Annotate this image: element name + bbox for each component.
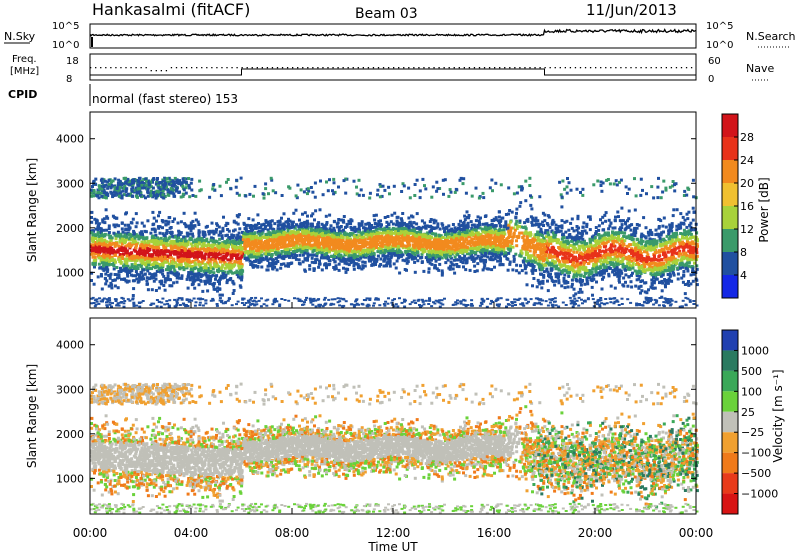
colorbar-swatch [722, 206, 738, 229]
colorbar-swatch [722, 350, 738, 371]
colorbar-tick-label: 25 [741, 406, 755, 419]
colorbar-swatch [722, 370, 738, 392]
colorbar-tick-label: 12 [740, 223, 754, 236]
colorbar-tick-label: 20 [740, 177, 754, 190]
y-tick-label: 4000 [56, 339, 84, 352]
colorbar-swatch [722, 275, 738, 298]
noise-left-tick-bottom: 10^0 [52, 40, 79, 51]
cpid-program: normal (fast stereo) 153 [92, 92, 238, 106]
y-tick-label: 2000 [56, 428, 84, 441]
colorbar-swatch [722, 452, 738, 474]
nave-tick-top: 60 [708, 56, 721, 67]
colorbar-swatch [722, 183, 738, 206]
beam-title: Beam 03 [355, 6, 418, 22]
y-tick-label: 3000 [56, 177, 84, 190]
colorbar-swatch [722, 229, 738, 252]
power-colorbar-label: Power [dB] [757, 177, 771, 242]
colorbar-tick-label: 16 [740, 200, 754, 213]
colorbar-tick-label: 100 [741, 385, 762, 398]
power-ylabel: Slant Range [km] [25, 158, 39, 262]
colorbar-tick-label: −100 [741, 447, 771, 460]
colorbar-tick-label: 500 [741, 365, 762, 378]
freq-label-line1: Freq. [12, 54, 37, 65]
colorbar-tick-label: 24 [740, 154, 754, 167]
y-tick-label: 3000 [56, 383, 84, 396]
colorbar-swatch [722, 411, 738, 433]
noise-right-tick-top: 10^5 [706, 21, 733, 32]
nave-tick-bottom: 0 [708, 74, 714, 85]
noise-left-tick-top: 10^5 [52, 21, 79, 32]
y-tick-label: 4000 [56, 133, 84, 146]
x-tick-label: 00:00 [679, 526, 714, 540]
velocity-y-ticks: 1000 2000 3000 4000 [56, 339, 696, 485]
y-tick-label: 2000 [56, 222, 84, 235]
station-title: Hankasalmi (fitACF) [92, 0, 250, 19]
x-tick-label: 16:00 [477, 526, 512, 540]
noise-trace [89, 28, 697, 47]
noise-right-label: N.Search [746, 30, 796, 43]
x-axis-label: Time UT [367, 540, 418, 554]
x-tick-label: 00:00 [73, 526, 108, 540]
colorbar-swatch [722, 114, 738, 137]
power-colorbar: 4 8 12 16 20 24 28 [721, 113, 754, 299]
colorbar-tick-label: 1000 [741, 344, 769, 357]
colorbar-swatch [722, 493, 738, 514]
colorbar-swatch [722, 391, 738, 412]
date-title: 11/Jun/2013 [586, 1, 677, 19]
velocity-colorbar-label: Velocity [m s⁻¹] [771, 369, 785, 462]
colorbar-swatch [722, 137, 738, 160]
colorbar-tick-label: −1000 [741, 488, 778, 501]
noise-right-tick-bottom: 10^0 [706, 40, 733, 51]
colorbar-swatch [722, 432, 738, 453]
colorbar-tick-label: −25 [741, 426, 764, 439]
x-tick-label: 20:00 [578, 526, 613, 540]
freq-label-line2: [MHz] [10, 66, 39, 77]
colorbar-tick-label: 8 [740, 246, 747, 259]
x-tick-label: 12:00 [376, 526, 411, 540]
velocity-ylabel: Slant Range [km] [25, 364, 39, 468]
freq-trace [90, 67, 696, 76]
x-tick-label: 08:00 [275, 526, 310, 540]
y-tick-label: 1000 [56, 266, 84, 279]
x-axis-ticks: 00:00 04:00 08:00 12:00 16:00 20:00 00:00 [73, 302, 714, 540]
noise-panel-frame [89, 23, 697, 49]
y-tick-label: 1000 [56, 472, 84, 485]
colorbar-swatch [722, 330, 738, 351]
freq-tick-bottom: 8 [66, 74, 72, 85]
colorbar-swatch [722, 160, 738, 183]
colorbar-tick-label: 4 [740, 269, 747, 282]
colorbar-tick-label: 28 [740, 131, 754, 144]
power-y-ticks: 1000 2000 3000 4000 [56, 133, 696, 279]
power-scatter [90, 176, 699, 308]
velocity-scatter [90, 382, 699, 514]
noise-left-label: N.Sky [4, 30, 36, 43]
nave-label: Nave [746, 62, 774, 75]
freq-tick-top: 18 [66, 56, 79, 67]
colorbar-tick-label: −500 [741, 467, 771, 480]
cpid-label: CPID [8, 88, 37, 101]
colorbar-swatch [722, 252, 738, 275]
x-tick-label: 04:00 [174, 526, 209, 540]
colorbar-swatch [722, 473, 738, 494]
velocity-colorbar: 1000 500 100 25 −25 −100 −500 −1000 [721, 329, 778, 515]
